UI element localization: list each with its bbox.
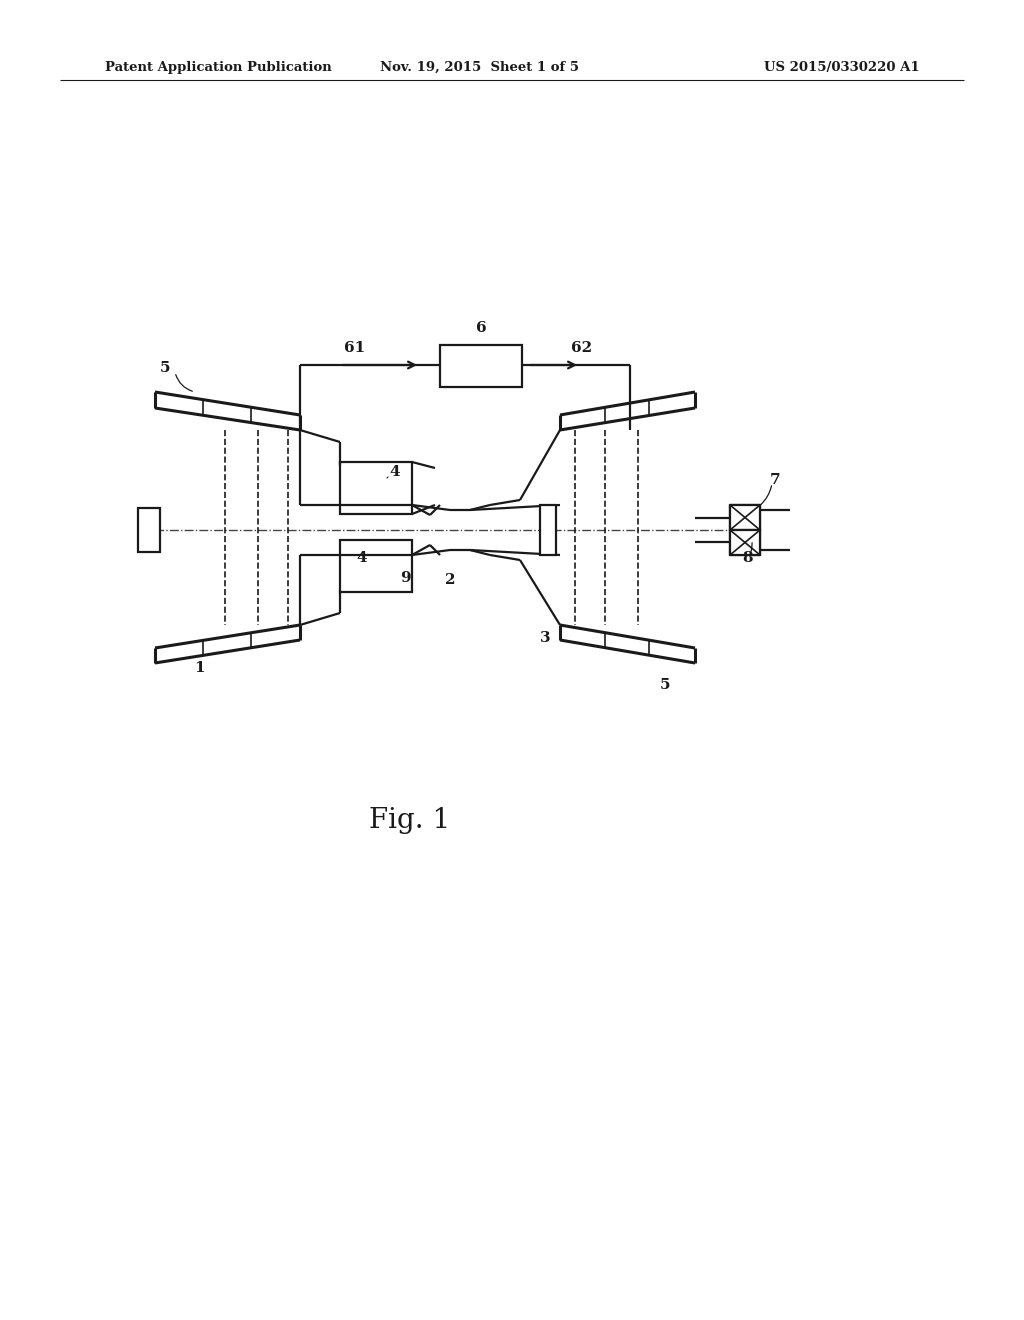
Bar bbox=[340, 540, 412, 591]
Bar bbox=[440, 345, 522, 387]
Text: 62: 62 bbox=[571, 341, 593, 355]
Text: 2: 2 bbox=[444, 573, 456, 587]
Text: 8: 8 bbox=[742, 550, 754, 565]
Bar bbox=[138, 508, 160, 552]
Bar bbox=[540, 506, 556, 554]
Text: 5: 5 bbox=[160, 360, 170, 375]
Text: US 2015/0330220 A1: US 2015/0330220 A1 bbox=[764, 61, 920, 74]
Text: 3: 3 bbox=[540, 631, 550, 645]
Text: Patent Application Publication: Patent Application Publication bbox=[105, 61, 332, 74]
Bar bbox=[730, 531, 760, 554]
Text: Fig. 1: Fig. 1 bbox=[370, 807, 451, 833]
Text: 1: 1 bbox=[195, 661, 206, 675]
Text: 5: 5 bbox=[659, 678, 671, 692]
Bar bbox=[730, 506, 760, 531]
Text: 9: 9 bbox=[399, 572, 411, 585]
Text: 61: 61 bbox=[344, 341, 366, 355]
Text: Nov. 19, 2015  Sheet 1 of 5: Nov. 19, 2015 Sheet 1 of 5 bbox=[381, 61, 580, 74]
Text: 7: 7 bbox=[770, 473, 780, 487]
Text: 4: 4 bbox=[356, 550, 368, 565]
Bar bbox=[340, 462, 412, 513]
Text: 6: 6 bbox=[476, 321, 486, 335]
Text: 4: 4 bbox=[390, 465, 400, 479]
